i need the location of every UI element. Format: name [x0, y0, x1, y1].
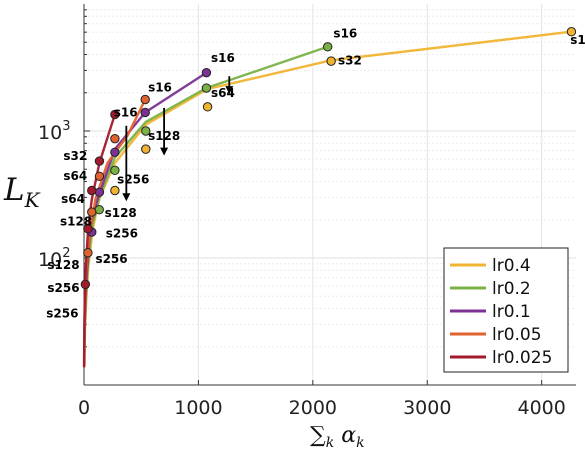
- marker-lr0.2: [323, 42, 333, 52]
- marker-lr0.4: [566, 27, 577, 37]
- marker-lr0.4: [110, 185, 120, 196]
- annotation-label: s64: [61, 192, 85, 206]
- annotation-label: s256: [95, 252, 127, 266]
- x-tick-label: 0: [78, 397, 90, 419]
- marker-lr0.2: [110, 165, 120, 176]
- annotations: s16 s32 s16 s16 s64 s16 s128 s16 s256 s32 s64 s64 s1…: [46, 26, 585, 320]
- marker-lr0.1: [110, 147, 120, 157]
- arrow-head: [160, 147, 169, 156]
- marker-lr0.05: [94, 171, 105, 181]
- series-line-lr0.025: [82, 113, 117, 368]
- legend-entry-lr0.05: lr0.05: [492, 325, 542, 345]
- marker-lr0.1: [140, 107, 150, 118]
- y-axis-label: LK: [3, 172, 41, 212]
- y-tick-label: 102: [38, 246, 70, 271]
- annotation-label: s16: [211, 51, 235, 65]
- marker-lr0.025: [87, 185, 97, 196]
- annotation-label: s32: [63, 149, 87, 163]
- marker-lr0.05: [87, 207, 97, 217]
- marker-lr0.1: [201, 67, 212, 78]
- plot-markers: [80, 27, 577, 290]
- annotation-label: s32: [338, 53, 362, 67]
- y-tick-label: 103: [38, 119, 70, 144]
- annotation-label: s16: [570, 33, 585, 47]
- marker-lr0.4: [326, 56, 336, 66]
- annotation-label: s256: [117, 173, 149, 187]
- marker-lr0.1: [94, 187, 105, 197]
- legend-box: [443, 247, 569, 373]
- annotation-label: s16: [333, 26, 357, 40]
- annotation-label: s128: [47, 258, 79, 272]
- annotation-label: s256: [106, 227, 138, 241]
- annotation-label: s128: [105, 206, 137, 220]
- annotation-label: s16: [148, 80, 172, 94]
- x-tick-label: 3000: [403, 397, 451, 419]
- annotation-label: s16: [114, 106, 138, 120]
- marker-lr0.025: [110, 109, 120, 120]
- marker-lr0.2: [141, 126, 151, 136]
- annotation-label: s64: [211, 86, 235, 100]
- arrow-head: [122, 193, 131, 202]
- marker-lr0.05: [140, 94, 150, 105]
- marker-lr0.025: [83, 224, 93, 234]
- marker-lr0.05: [83, 248, 93, 258]
- legend: lr0.4 lr0.2 lr0.1 lr0.05 lr0.025: [443, 247, 569, 373]
- annotation-label: s128: [148, 129, 180, 143]
- x-tick-label: 1000: [174, 397, 222, 419]
- marker-lr0.4: [202, 102, 213, 112]
- arrows: [122, 76, 234, 202]
- marker-lr0.4: [141, 144, 151, 154]
- annotation-label: s256: [47, 281, 79, 295]
- marker-lr0.2: [201, 83, 212, 93]
- legend-entry-lr0.4: lr0.4: [492, 256, 531, 276]
- marker-lr0.025: [80, 279, 91, 290]
- marker-lr0.05: [110, 133, 120, 144]
- legend-entry-lr0.2: lr0.2: [492, 279, 531, 299]
- x-axis-label: ∑k αk: [310, 423, 365, 451]
- marker-lr0.025: [94, 156, 105, 166]
- annotation-label: s256: [46, 307, 78, 321]
- annotation-label: s64: [63, 169, 87, 183]
- x-tick-label: 4000: [517, 397, 565, 419]
- x-tick-label: 2000: [289, 397, 337, 419]
- arrow-head: [225, 86, 234, 95]
- x-axis-ticks: 0 1000 2000 3000 4000: [78, 380, 566, 419]
- annotation-label: s128: [60, 215, 92, 229]
- legend-entry-lr0.1: lr0.1: [492, 302, 531, 322]
- legend-entry-lr0.025: lr0.025: [492, 348, 552, 368]
